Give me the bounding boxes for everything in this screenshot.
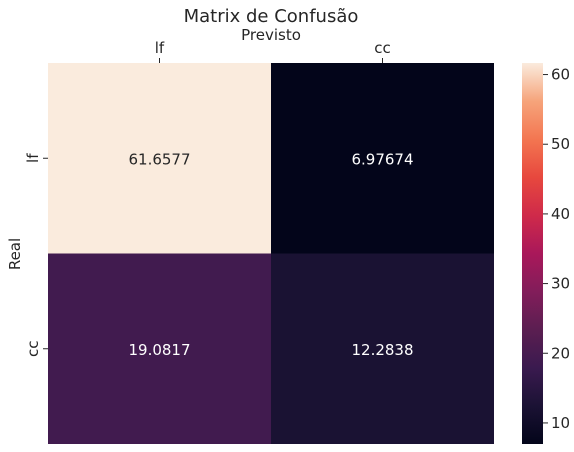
y-tick-label: cc [24,341,42,358]
y-axis-label: Real [6,238,24,270]
colorbar-tick-labels: 10 20 30 40 50 60 [543,66,570,432]
chart-title: Matrix de Confusão [184,6,359,27]
heatmap-cell [271,63,494,254]
colorbar-tick-label: 40 [551,205,570,223]
heatmap-cells: 61.6577 6.97674 19.0817 12.2838 [48,63,494,444]
colorbar-tick-label: 20 [551,344,570,362]
colorbar-gradient [522,63,543,444]
x-axis-label: Previsto [241,26,301,44]
colorbar-tick-label: 50 [551,135,570,153]
cell-value-label: 61.6577 [128,150,190,168]
x-tick-labels: lf cc [155,39,391,63]
colorbar-tick-label: 30 [551,275,570,293]
colorbar-tick-label: 60 [551,66,570,84]
heatmap-cell [48,253,271,444]
cell-value-label: 12.2838 [351,341,413,359]
heatmap-cell [271,253,494,444]
colorbar: 10 20 30 40 50 60 [522,63,570,444]
y-tick-label: lf [24,153,42,163]
colorbar-tick-label: 10 [551,414,570,432]
x-tick-label: lf [155,39,165,57]
cell-value-label: 19.0817 [128,341,190,359]
y-tick-labels: lf cc [24,153,48,357]
heatmap-cell [48,63,271,254]
cell-value-label: 6.97674 [351,150,413,168]
x-tick-label: cc [374,39,391,57]
